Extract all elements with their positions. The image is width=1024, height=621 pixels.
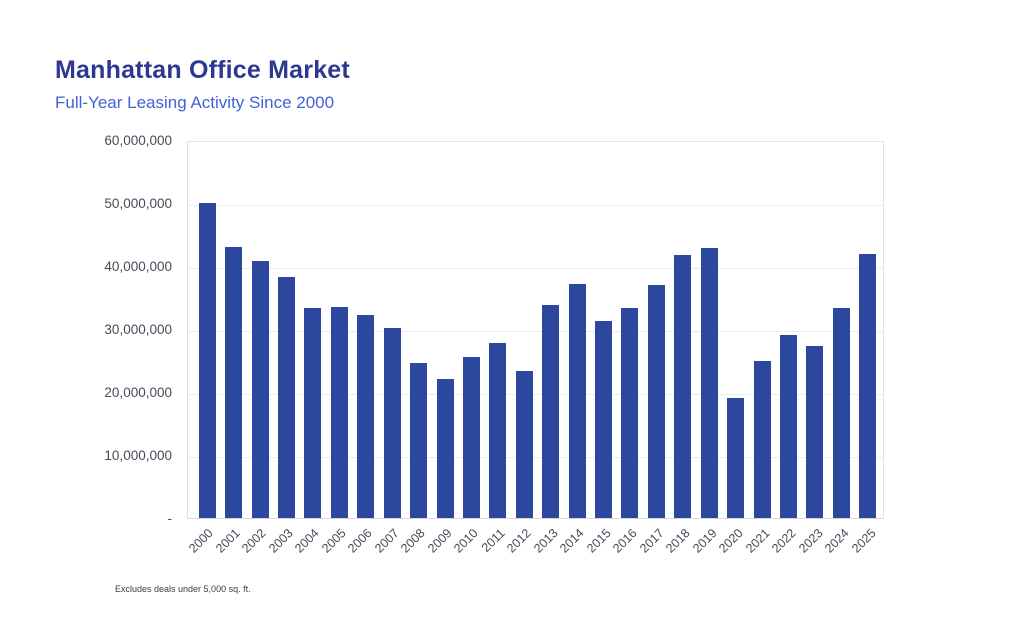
bar-column	[458, 142, 484, 518]
footnote: Excludes deals under 5,000 sq. ft.	[115, 584, 251, 594]
x-tick: 2001	[213, 521, 247, 579]
y-tick-label: -	[167, 511, 173, 526]
bar-column	[405, 142, 431, 518]
bar-column	[300, 142, 326, 518]
x-tick: 2010	[452, 521, 485, 579]
bar-2017	[647, 284, 665, 518]
bar-column	[247, 142, 273, 518]
x-tick: 2019	[690, 521, 724, 579]
x-tick: 2018	[664, 521, 697, 579]
x-tick: 2014	[558, 521, 591, 579]
bar-column	[537, 142, 563, 518]
page-title: Manhattan Office Market	[55, 56, 350, 84]
bar-2004	[304, 307, 322, 518]
x-tick: 2008	[399, 521, 432, 579]
bar-2012	[515, 371, 533, 518]
plot-area	[187, 141, 884, 519]
x-tick: 2017	[637, 521, 671, 579]
x-tick: 2025	[849, 521, 883, 579]
bar-2020	[727, 398, 745, 518]
bar-2025	[859, 254, 877, 518]
bar-column	[643, 142, 669, 518]
x-tick: 2022	[770, 521, 803, 579]
x-tick: 2015	[584, 521, 618, 579]
bar-column	[749, 142, 775, 518]
bars	[194, 142, 881, 518]
x-tick: 2007	[372, 521, 406, 579]
y-tick-label: 50,000,000	[104, 196, 172, 211]
x-tick: 2003	[266, 521, 300, 579]
page-subtitle: Full-Year Leasing Activity Since 2000	[55, 93, 335, 112]
gridline	[188, 268, 883, 269]
y-tick-label: 20,000,000	[104, 385, 172, 400]
x-tick: 2004	[293, 521, 326, 579]
x-tick: 2002	[240, 521, 273, 579]
x-axis: 2000 2001 2002 2003 2004 2005 2006 2007 2008 2009…	[187, 521, 883, 579]
x-tick: 2012	[505, 521, 538, 579]
x-tick: 2021	[743, 521, 777, 579]
x-tick: 2006	[346, 521, 379, 579]
x-tick: 2011	[479, 521, 512, 579]
bar-column	[564, 142, 590, 518]
bar-column	[828, 142, 854, 518]
bar-2013	[542, 305, 560, 518]
x-tick-label: 2000	[186, 526, 217, 556]
x-tick: 2016	[611, 521, 644, 579]
y-tick-label: 40,000,000	[104, 259, 172, 274]
y-tick-label: 30,000,000	[104, 322, 172, 337]
bar-2008	[410, 363, 428, 518]
bar-column	[353, 142, 379, 518]
bar-column	[194, 142, 220, 518]
bar-column	[379, 142, 405, 518]
bar-column	[590, 142, 616, 518]
bar-2014	[568, 283, 586, 518]
x-tick: 2020	[717, 521, 750, 579]
y-tick-label: 10,000,000	[104, 448, 172, 463]
bar-column	[485, 142, 511, 518]
bar-2001	[225, 247, 243, 518]
bar-2021	[753, 360, 771, 518]
bar-column	[696, 142, 722, 518]
bar-column	[670, 142, 696, 518]
bar-2024	[832, 308, 850, 518]
bar-2011	[489, 342, 507, 518]
gridline	[188, 394, 883, 395]
bar-2003	[277, 277, 295, 518]
bar-column	[855, 142, 881, 518]
bar-2015	[595, 320, 613, 518]
bar-column	[220, 142, 246, 518]
x-tick: 2000	[187, 521, 220, 579]
bar-column	[617, 142, 643, 518]
gridline	[188, 331, 883, 332]
bar-2000	[198, 203, 216, 518]
bar-2009	[436, 378, 454, 518]
bar-2005	[330, 306, 348, 518]
bar-2006	[357, 314, 375, 518]
y-tick-label: 60,000,000	[104, 133, 172, 148]
bar-2018	[674, 255, 692, 518]
bar-2016	[621, 307, 639, 518]
x-tick: 2009	[425, 521, 459, 579]
bar-2023	[806, 346, 824, 518]
bar-2007	[383, 328, 401, 518]
bar-2002	[251, 260, 269, 518]
bar-2022	[779, 334, 797, 518]
x-tick: 2005	[319, 521, 353, 579]
bar-column	[273, 142, 299, 518]
x-tick: 2023	[796, 521, 830, 579]
bar-column	[722, 142, 748, 518]
bar-column	[432, 142, 458, 518]
y-axis: 60,000,000 50,000,000 40,000,000 30,000,000…	[0, 133, 172, 526]
bar-column	[775, 142, 801, 518]
bar-column	[326, 142, 352, 518]
gridline	[188, 457, 883, 458]
bar-2019	[700, 247, 718, 518]
x-tick: 2013	[531, 521, 565, 579]
bar-2010	[462, 357, 480, 518]
gridline	[188, 205, 883, 206]
bar-column	[511, 142, 537, 518]
x-tick: 2024	[823, 521, 856, 579]
bar-column	[802, 142, 828, 518]
